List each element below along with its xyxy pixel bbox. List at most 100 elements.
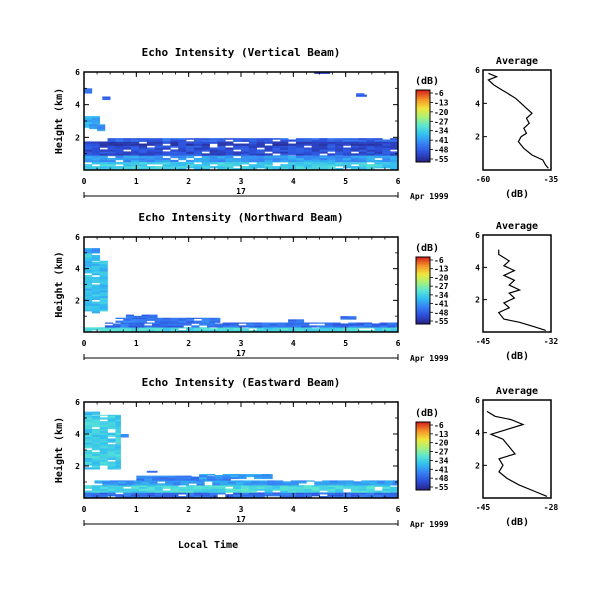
colorbar-tick-label: -6 (434, 256, 444, 265)
heatmap-cell (335, 155, 344, 159)
heatmap-cell (374, 492, 383, 495)
heatmap-cell (390, 153, 399, 156)
heatmap-cell (303, 159, 312, 163)
heatmap-cell (295, 320, 305, 323)
heatmap-cell (366, 168, 375, 171)
average-title: Average (496, 386, 538, 397)
heatmap-cell (131, 147, 140, 150)
heatmap-cell (272, 168, 281, 171)
heatmap-cell (272, 138, 281, 140)
heatmap-cell (162, 164, 171, 167)
heatmap-cell (115, 457, 121, 460)
heatmap-cell (138, 161, 148, 163)
colorbar-swatch (416, 459, 430, 462)
heatmap-cell (241, 496, 250, 499)
heatmap-cell (327, 162, 336, 165)
y-axis-label: Height (km) (53, 251, 65, 317)
heatmap-cell (178, 486, 187, 489)
heatmap-cell (272, 147, 281, 150)
heatmap-cell (366, 494, 375, 497)
heatmap-cell (170, 328, 179, 331)
heatmap-cell (91, 288, 100, 291)
colorbar-swatch (416, 154, 430, 157)
heatmap-cell (382, 151, 391, 154)
heatmap-cell (84, 294, 93, 297)
colorbar-swatch (416, 113, 430, 116)
heatmap-cell (390, 168, 399, 171)
colorbar-unit: (dB) (415, 243, 439, 254)
heatmap-cell (99, 260, 108, 262)
heatmap-cell (201, 143, 210, 146)
heatmap-cell (390, 138, 399, 140)
heatmap-cell (84, 119, 93, 122)
heatmap-cell (280, 488, 289, 491)
heatmap-cell (209, 149, 218, 152)
panel-title: Echo Intensity (Eastward Beam) (142, 376, 341, 389)
heatmap-cell (225, 143, 234, 146)
heatmap-cell (343, 486, 352, 489)
heatmap-cell (374, 145, 383, 148)
heatmap-cell (343, 159, 352, 163)
heatmap-cell (193, 490, 203, 493)
heatmap-cell (154, 155, 163, 157)
colorbar-swatch (416, 91, 430, 94)
heatmap-cell (84, 261, 93, 264)
heatmap-cell (238, 474, 247, 478)
heatmap-cell (201, 162, 210, 165)
heatmap-cell (186, 155, 195, 157)
average-y-tick-label: 2 (475, 461, 480, 470)
heatmap-cell (175, 478, 184, 481)
heatmap-cell (170, 159, 179, 163)
heatmap-cell (99, 463, 108, 466)
heatmap-cell (295, 139, 305, 142)
heatmap-cell (335, 485, 344, 487)
colorbar-swatch (416, 322, 430, 325)
heatmap-cell (115, 440, 121, 443)
heatmap-cell (295, 141, 305, 144)
heatmap-cell (387, 325, 396, 328)
heatmap-cell (91, 451, 100, 455)
heatmap-cell (206, 474, 216, 476)
heatmap-cell (311, 139, 320, 142)
heatmap-cell (225, 485, 234, 487)
heatmap-cell (201, 492, 210, 495)
heatmap-cell (235, 481, 244, 484)
heatmap-cell (324, 325, 333, 328)
heatmap-cell (382, 147, 391, 150)
heatmap-cell (214, 478, 223, 481)
heatmap-cell (303, 161, 312, 163)
heatmap-cell (288, 149, 297, 152)
heatmap-cell (123, 162, 132, 165)
heatmap-cell (178, 490, 187, 493)
heatmap-cell (178, 496, 187, 499)
heatmap-cell (138, 139, 148, 142)
heatmap-cell (162, 494, 171, 497)
heatmap-cell (206, 325, 216, 328)
heatmap-cell (102, 481, 111, 484)
heatmap-cell (264, 490, 273, 493)
heatmap-cell (178, 488, 187, 491)
heatmap-cell (248, 496, 257, 499)
heatmap-cell (84, 141, 93, 144)
heatmap-cell (178, 143, 187, 146)
heatmap-cell (99, 263, 108, 266)
heatmap-cell (295, 319, 305, 321)
heatmap-cell (178, 139, 187, 142)
heatmap-cell (314, 72, 323, 74)
heatmap-cell (233, 328, 242, 331)
heatmap-cell (384, 480, 394, 482)
heatmap-cell (91, 448, 100, 451)
heatmap-cell (233, 159, 242, 163)
heatmap-cell (311, 153, 320, 156)
heatmap-cell (91, 492, 100, 495)
heatmap-cell (99, 161, 108, 163)
heatmap-cell (115, 155, 124, 159)
heatmap-cell (91, 157, 100, 161)
heatmap-cell (233, 488, 242, 491)
heatmap-cell (387, 323, 396, 326)
heatmap-cell (99, 288, 108, 291)
heatmap-cell (374, 155, 383, 157)
y-tick-label: 6 (75, 233, 80, 242)
heatmap-cell (335, 161, 344, 163)
heatmap-cell (327, 492, 336, 495)
